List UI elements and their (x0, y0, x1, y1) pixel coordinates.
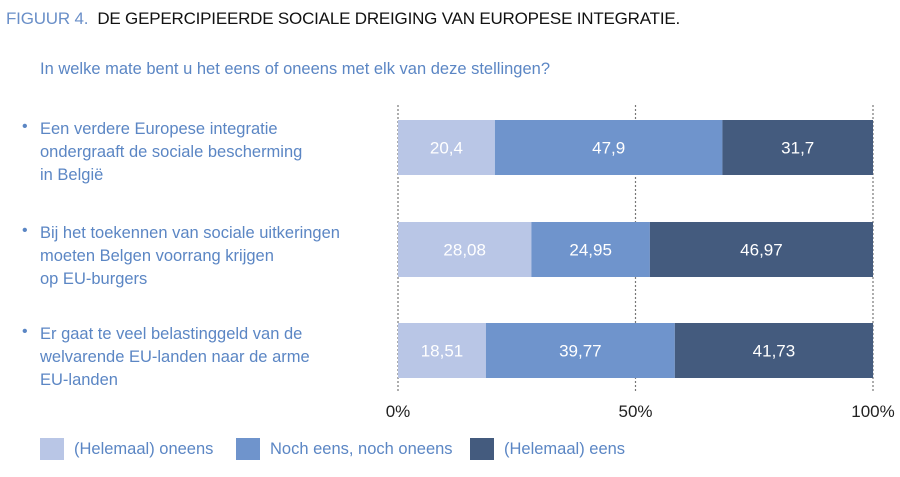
legend-label: (Helemaal) eens (504, 439, 626, 458)
x-tick-label: 50% (618, 402, 652, 421)
bar-segment (531, 222, 650, 277)
bar-segment (649, 222, 873, 277)
legend-item: (Helemaal) oneens (40, 438, 213, 460)
data-label: 18,51 (421, 342, 464, 361)
bar-segment (494, 120, 723, 175)
figure-label: FIGUUR 4. (6, 9, 89, 28)
data-label: 31,7 (781, 139, 814, 158)
data-label: 24,95 (569, 241, 612, 260)
legend-item: Noch eens, noch oneens (236, 438, 453, 460)
bullet-icon: • (22, 222, 28, 239)
legend-label: Noch eens, noch oneens (270, 439, 453, 458)
category-label: Er gaat te veel belastinggeld van de welv… (40, 325, 310, 389)
bar-segment (674, 323, 874, 378)
bullet-icon: • (22, 323, 28, 340)
bar-segment (398, 222, 532, 277)
legend-item: (Helemaal) eens (470, 438, 625, 460)
legend-swatch (236, 438, 260, 460)
legend-label: (Helemaal) oneens (74, 439, 214, 458)
x-tick-label: 0% (386, 402, 411, 421)
category-label: Een verdere Europese integratie ondergraa… (40, 120, 303, 184)
title-text: DE GEPERCIPIEERDE SOCIALE DREIGING VAN E… (97, 9, 681, 28)
bar-segment (722, 120, 873, 175)
data-label: 46,97 (740, 241, 783, 260)
data-label: 28,08 (443, 241, 486, 260)
bar-segment (485, 323, 675, 378)
data-label: 47,9 (592, 139, 625, 158)
figure-title: FIGUUR 4. DE GEPERCIPIEERDE SOCIALE DREI… (6, 9, 680, 29)
bullet-icon: • (22, 118, 28, 135)
data-label: 39,77 (559, 342, 602, 361)
x-tick-label: 100% (851, 402, 894, 421)
bar-segment (398, 120, 495, 175)
bar-segment (398, 323, 486, 378)
legend-swatch (40, 438, 64, 460)
chart-subtitle: In welke mate bent u het eens of oneens … (40, 60, 550, 78)
legend-swatch (470, 438, 494, 460)
category-label: Bij het toekennen van sociale uitkeringe… (40, 224, 340, 288)
data-label: 20,4 (430, 139, 463, 158)
data-label: 41,73 (753, 342, 796, 361)
